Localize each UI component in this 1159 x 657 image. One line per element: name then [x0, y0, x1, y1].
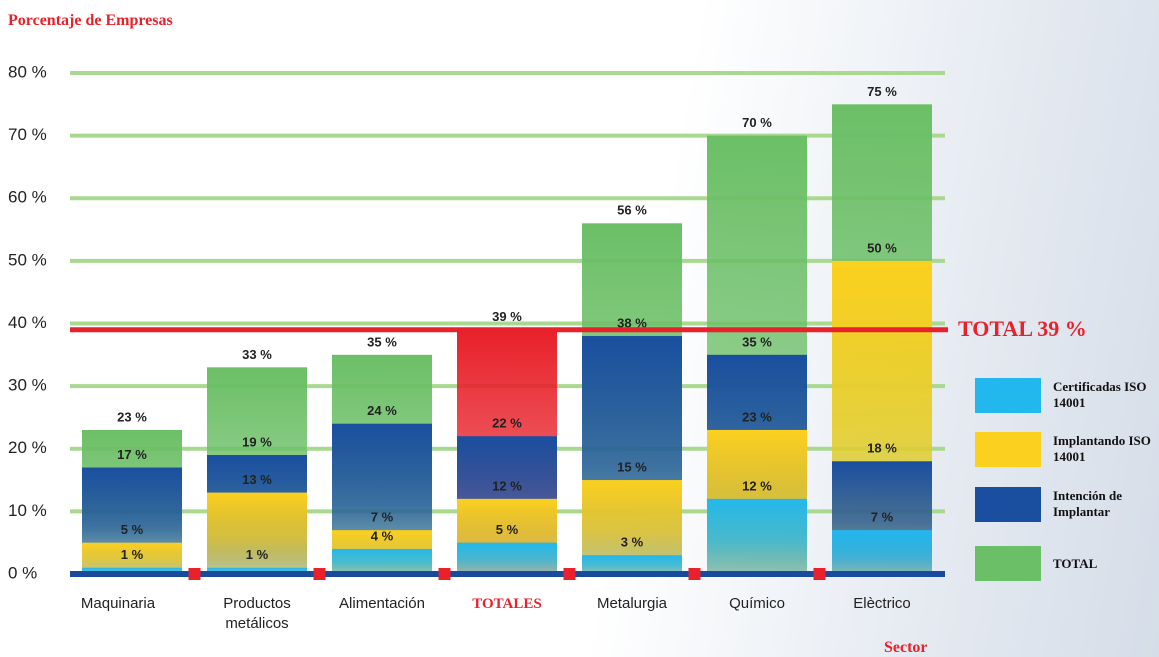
bar: [207, 567, 307, 574]
x-tick-label: Maquinaria: [80, 595, 156, 612]
x-tick-label: Químico: [729, 595, 785, 612]
legend-swatch: [975, 378, 1041, 413]
value-label: 70 %: [742, 115, 772, 130]
value-label: 1 %: [246, 547, 269, 562]
value-label: 56 %: [617, 203, 647, 218]
y-tick-label: 50 %: [8, 250, 47, 269]
legend-label: TOTAL: [1053, 556, 1098, 571]
separator: [563, 568, 576, 580]
value-label: 24 %: [367, 403, 397, 418]
separator: [813, 568, 826, 580]
separator: [188, 568, 201, 580]
value-label: 75 %: [867, 84, 897, 99]
x-tick-label: Productos metálicos: [223, 595, 291, 632]
separator: [688, 568, 701, 580]
value-label: 4 %: [371, 528, 394, 543]
x-tick-label: Elèctrico: [853, 595, 911, 612]
value-label: 18 %: [867, 441, 897, 456]
x-axis-label: Sector: [884, 639, 928, 656]
chart-title: Porcentaje de Empresas: [8, 12, 173, 29]
x-tick-label: Metalurgia: [596, 595, 668, 612]
bar: [707, 498, 807, 574]
value-label: 15 %: [617, 460, 647, 475]
value-label: 35 %: [742, 334, 772, 349]
bar: [832, 530, 932, 574]
y-tick-label: 80 %: [8, 62, 47, 81]
value-label: 23 %: [742, 409, 772, 424]
value-label: 19 %: [242, 434, 272, 449]
legend-swatch: [975, 432, 1041, 467]
value-label: 39 %: [492, 309, 522, 324]
value-label: 22 %: [492, 416, 522, 431]
value-label: 3 %: [621, 535, 644, 550]
y-tick-label: 20 %: [8, 438, 47, 457]
value-label: 7 %: [371, 510, 394, 525]
y-tick-label: 0 %: [8, 563, 37, 582]
separator: [438, 568, 451, 580]
value-label: 23 %: [117, 409, 147, 424]
legend-label: Intención de Implantar: [1053, 488, 1122, 519]
value-label: 50 %: [867, 240, 897, 255]
separator: [313, 568, 326, 580]
bar: [82, 567, 182, 574]
value-label: 33 %: [242, 347, 272, 362]
legend-label: Certificadas ISO 14001: [1053, 379, 1147, 410]
bar: [582, 555, 682, 574]
value-label: 38 %: [617, 315, 647, 330]
bar: [457, 542, 557, 574]
legend-swatch: [975, 546, 1041, 581]
value-label: 12 %: [492, 478, 522, 493]
bar: [332, 548, 432, 574]
y-tick-label: 60 %: [8, 188, 47, 207]
y-tick-label: 30 %: [8, 376, 47, 395]
value-label: 5 %: [496, 522, 519, 537]
value-label: 17 %: [117, 447, 147, 462]
value-label: 35 %: [367, 334, 397, 349]
value-label: 5 %: [121, 522, 144, 537]
legend-swatch: [975, 487, 1041, 522]
legend-label: Implantando ISO 14001: [1053, 433, 1151, 464]
value-label: 7 %: [871, 510, 894, 525]
x-tick-label: Alimentación: [339, 595, 425, 612]
y-tick-label: 70 %: [8, 125, 47, 144]
y-tick-label: 10 %: [8, 501, 47, 520]
y-tick-label: 40 %: [8, 313, 47, 332]
value-label: 13 %: [242, 472, 272, 487]
bar: [207, 492, 307, 574]
reference-label: TOTAL 39 %: [958, 316, 1087, 341]
value-label: 12 %: [742, 478, 772, 493]
x-tick-label: TOTALES: [472, 596, 542, 612]
value-label: 1 %: [121, 547, 144, 562]
